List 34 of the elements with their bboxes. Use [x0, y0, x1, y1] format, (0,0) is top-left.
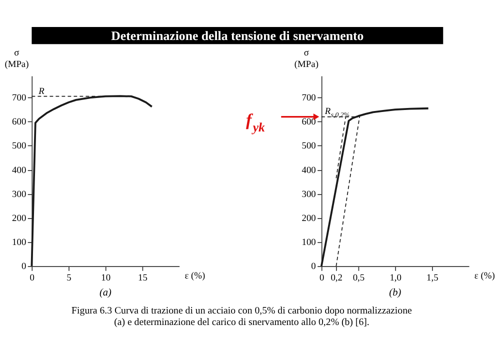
y-tick-label: 300 [12, 190, 26, 200]
y-tick-label: 600 [302, 118, 316, 128]
x-tick-label: 10 [101, 273, 111, 284]
y-tick-label: 700 [302, 94, 316, 104]
y-tick-label: 200 [302, 214, 316, 224]
x-tick-label: 0 [320, 273, 325, 284]
y-tick-label: 400 [12, 166, 26, 176]
x-tick-label: 0,5 [352, 273, 365, 284]
x-tick-label: 15 [138, 273, 148, 284]
y-tick-label: 100 [302, 238, 316, 248]
x-tick-label: 5 [66, 273, 72, 284]
y-axis-title: σ (MPa) [294, 48, 318, 70]
x-tick-label: 1,5 [426, 273, 439, 284]
y-tick-label: 500 [302, 142, 316, 152]
x-axis-title: ε (%) [184, 272, 206, 282]
y-tick-label: 500 [12, 142, 26, 152]
text: Figura 6.3 Curva di trazione di un acciaio con 0,5% di carbonio dopo normalizzazione (a) e determinazione del carico di snervamento allo 0,2% (b) [6]. [72, 306, 412, 328]
y-tick-label: 0 [311, 262, 316, 272]
x-tick-label: 0 [30, 273, 35, 284]
text: (b) [389, 287, 402, 298]
text: Determinazione della tensione di snervamento [111, 28, 364, 43]
y-tick-label: 200 [12, 214, 26, 224]
y-tick-label: 300 [302, 190, 316, 200]
y-tick-label: 0 [21, 262, 26, 272]
text: (a) [99, 287, 112, 298]
ref-line-label: R [38, 86, 45, 97]
y-tick-label: 100 [12, 238, 26, 248]
y-tick-label: 400 [302, 166, 316, 176]
y-tick-label: 700 [12, 94, 26, 104]
x-tick-label: 1,0 [390, 273, 402, 284]
x-tick-label: 0,2 [330, 273, 343, 284]
y-tick-label: 600 [12, 118, 26, 128]
x-axis-title: ε (%) [474, 272, 495, 282]
y-axis-title: σ (MPa) [4, 48, 29, 70]
